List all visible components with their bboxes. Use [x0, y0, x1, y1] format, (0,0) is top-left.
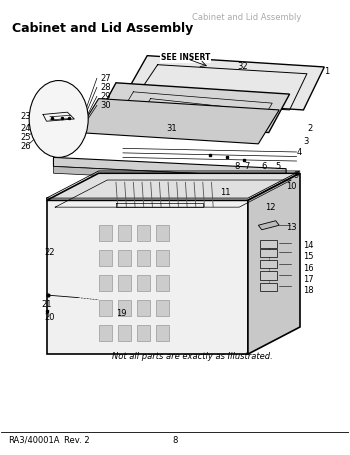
Bar	[99, 225, 112, 241]
Bar	[99, 325, 112, 340]
Text: 5: 5	[276, 162, 281, 171]
Bar	[156, 225, 169, 241]
Bar	[137, 225, 150, 241]
Text: 26: 26	[21, 142, 31, 151]
Text: RA3/40001A: RA3/40001A	[8, 435, 60, 445]
Text: 14: 14	[303, 241, 314, 250]
Text: 4: 4	[296, 148, 302, 157]
Bar	[99, 275, 112, 291]
Text: 12: 12	[265, 202, 276, 212]
Text: 28: 28	[100, 83, 111, 92]
Text: 2: 2	[307, 123, 312, 132]
Polygon shape	[95, 83, 289, 132]
Text: 15: 15	[303, 253, 314, 261]
Text: 10: 10	[286, 182, 296, 191]
Text: 21: 21	[41, 300, 52, 309]
Bar	[118, 300, 131, 316]
Text: 8: 8	[234, 162, 239, 171]
Bar	[260, 271, 278, 279]
Polygon shape	[248, 173, 300, 354]
Text: 25: 25	[21, 132, 31, 142]
Text: 30: 30	[100, 101, 111, 110]
Text: 7: 7	[244, 162, 250, 171]
Text: 22: 22	[45, 248, 55, 257]
Text: 23: 23	[21, 112, 31, 121]
Text: 6: 6	[262, 162, 267, 171]
Bar	[260, 240, 278, 248]
Text: Cabinet and Lid Assembly: Cabinet and Lid Assembly	[12, 22, 193, 35]
Bar	[260, 249, 278, 257]
Text: 13: 13	[286, 223, 297, 232]
Text: 20: 20	[45, 313, 55, 323]
Bar	[137, 250, 150, 266]
Polygon shape	[47, 200, 248, 354]
Bar	[118, 275, 131, 291]
Text: 16: 16	[303, 264, 314, 273]
Text: 18: 18	[303, 286, 314, 295]
Text: 17: 17	[303, 275, 314, 284]
Text: 19: 19	[116, 309, 126, 318]
Bar	[118, 325, 131, 340]
Bar	[99, 250, 112, 266]
Bar	[156, 250, 169, 266]
Text: 11: 11	[220, 188, 231, 197]
Text: Cabinet and Lid Assembly: Cabinet and Lid Assembly	[193, 13, 302, 22]
Text: 8: 8	[172, 435, 178, 445]
Bar	[137, 325, 150, 340]
Text: 1: 1	[324, 67, 330, 76]
Bar	[156, 275, 169, 291]
Polygon shape	[47, 173, 300, 200]
Text: Rev. 2: Rev. 2	[64, 435, 90, 445]
Bar	[260, 283, 278, 291]
Bar	[118, 225, 131, 241]
Polygon shape	[54, 157, 286, 178]
Bar	[260, 260, 278, 268]
Text: 24: 24	[21, 123, 31, 132]
Bar	[118, 250, 131, 266]
Text: 27: 27	[100, 74, 111, 83]
Polygon shape	[258, 221, 279, 230]
Text: 29: 29	[100, 92, 111, 101]
Polygon shape	[123, 56, 324, 110]
Circle shape	[29, 81, 88, 157]
Text: 9: 9	[293, 171, 298, 180]
Text: Not all parts are exactly as Illustrated.: Not all parts are exactly as Illustrated…	[112, 352, 273, 361]
Bar	[156, 325, 169, 340]
Bar	[137, 300, 150, 316]
Bar	[99, 300, 112, 316]
Text: 31: 31	[166, 123, 177, 132]
Polygon shape	[78, 99, 279, 144]
Text: 32: 32	[238, 62, 248, 71]
Polygon shape	[54, 167, 286, 185]
Text: 3: 3	[303, 137, 309, 146]
Bar	[137, 275, 150, 291]
Bar	[156, 300, 169, 316]
Text: SEE INSERT: SEE INSERT	[161, 53, 210, 62]
